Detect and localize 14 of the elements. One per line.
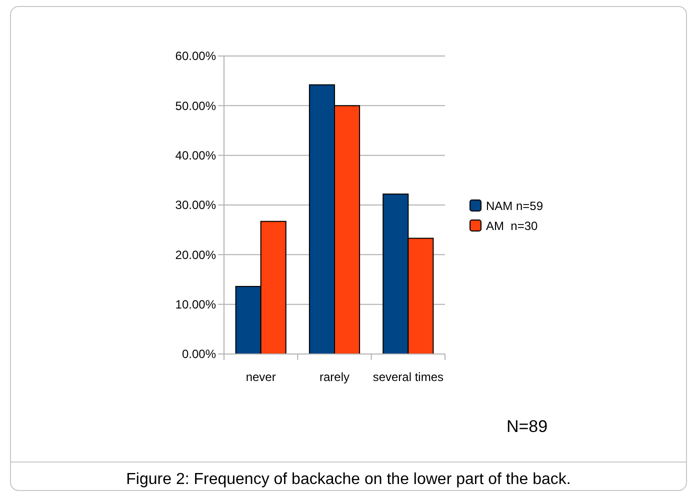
legend-label: AM n=30: [486, 219, 538, 233]
x-tick-label: rarely: [319, 370, 350, 384]
y-tick-label: 20.00%: [175, 248, 216, 262]
y-tick-label: 50.00%: [175, 98, 216, 113]
x-tick-label: never: [246, 370, 276, 384]
y-tick-label: 40.00%: [175, 148, 216, 163]
x-tick-label: several times: [372, 370, 444, 384]
y-tick-label: 0.00%: [182, 347, 216, 362]
y-tick-label: 60.00%: [175, 49, 216, 64]
text: Figure 2: Frequency of backache on the lower part of the back.: [126, 471, 571, 488]
legend-label: NAM n=59: [486, 199, 544, 213]
y-tick-label: 30.00%: [175, 198, 216, 212]
y-tick-label: 10.00%: [175, 298, 216, 312]
text: N=89: [506, 417, 548, 436]
